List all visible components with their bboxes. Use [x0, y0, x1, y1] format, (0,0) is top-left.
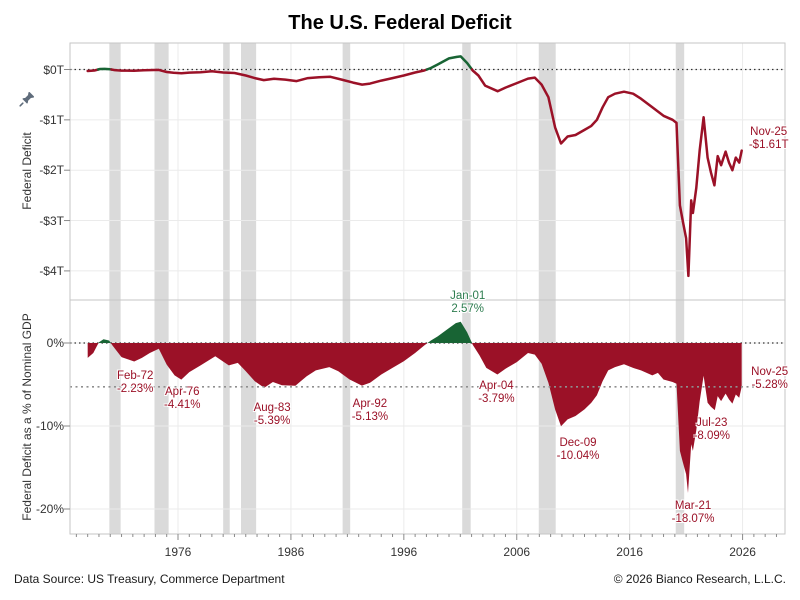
annotation-value: -4.41%	[164, 398, 201, 411]
annotation-date: Jul-23	[696, 417, 728, 430]
federal-deficit-line	[86, 68, 100, 73]
recession-band	[342, 43, 351, 534]
y-tick-label: -$3T	[39, 213, 64, 228]
annotation: Jan-01 2.57%	[450, 290, 485, 316]
federal-deficit-line	[110, 68, 429, 86]
footer-copyright: © 2026 Bianco Research, L.L.C.	[613, 572, 786, 586]
recession-band	[675, 43, 685, 534]
x-tick-label: 2026	[729, 545, 756, 559]
annotation: Nov-25 -$1.61T	[749, 126, 789, 152]
deficit-pct-gdp-area	[98, 339, 111, 343]
annotation: Jul-23 -8.09%	[694, 417, 730, 443]
federal-deficit-line	[470, 68, 743, 278]
footer-data-source: Data Source: US Treasury, Commerce Depar…	[14, 572, 285, 586]
y-tick-label: -$4T	[39, 263, 64, 278]
recession-band	[538, 43, 556, 534]
annotation-date: Apr-76	[165, 385, 200, 398]
annotation-value: -3.79%	[478, 393, 515, 406]
x-tick-label: 1976	[164, 545, 192, 559]
x-tick-label: 2016	[616, 545, 643, 559]
annotation: Apr-76 -4.41%	[164, 386, 200, 412]
y-tick-label: 0%	[46, 336, 64, 350]
annotation-value: -5.13%	[351, 410, 389, 423]
annotation-date: Aug-83	[253, 401, 291, 414]
annotation-value: -2.23%	[116, 382, 154, 395]
annotation-value: -8.09%	[693, 430, 731, 443]
annotation-value: -$1.61T	[748, 138, 789, 151]
annotation: Nov-25 -5.28%	[751, 366, 788, 392]
deficit-pct-gdp-area	[427, 321, 472, 343]
y-tick-label: -10%	[35, 419, 64, 433]
annotation-value: -10.04%	[556, 450, 600, 463]
annotation: Aug-83 -5.39%	[254, 402, 291, 428]
x-tick-label: 1996	[390, 545, 418, 559]
annotation: Feb-72 -2.23%	[117, 370, 153, 396]
pushpin-icon	[19, 91, 35, 107]
annotation-date: Nov-25	[751, 365, 789, 378]
annotation-value: -5.39%	[253, 414, 291, 427]
annotation: Mar-21 -18.07%	[672, 500, 715, 526]
annotation-date: Feb-72	[116, 369, 154, 382]
bottom-pane-border	[69, 299, 786, 535]
annotation-value: -5.28%	[751, 378, 788, 391]
recession-band	[154, 43, 169, 534]
x-tick-label: 1986	[277, 545, 305, 559]
y-tick-label: -$2T	[39, 163, 64, 178]
federal-deficit-line	[425, 55, 474, 71]
recession-band	[109, 43, 121, 534]
deficit-pct-gdp-area	[87, 343, 99, 358]
deficit-pct-gdp-area	[110, 343, 428, 388]
recession-band	[223, 43, 230, 534]
annotation: Dec-09 -10.04%	[557, 437, 600, 463]
annotation-date: Apr-92	[352, 397, 388, 410]
federal-deficit-line	[96, 67, 113, 71]
annotation-date: Jan-01	[450, 289, 486, 302]
chart-title: The U.S. Federal Deficit	[288, 12, 512, 34]
annotation-date: Dec-09	[559, 437, 597, 450]
y-tick-label: $0T	[43, 62, 64, 77]
annotation: Apr-04 -3.79%	[478, 380, 514, 406]
annotation-value: -18.07%	[671, 512, 715, 525]
recession-band	[241, 43, 257, 534]
annotation: Apr-92 -5.13%	[352, 398, 388, 424]
deficit-pct-gdp-area	[471, 343, 742, 493]
annotation-date: Apr-04	[479, 380, 514, 393]
annotation-value: 2.57%	[451, 302, 485, 315]
annotation-date: Nov-25	[750, 125, 788, 138]
y-tick-label: -20%	[35, 502, 64, 516]
y-tick-label: -$1T	[39, 112, 64, 127]
annotation-date: Mar-21	[674, 499, 712, 512]
x-tick-label: 2006	[503, 545, 531, 559]
recession-band	[462, 43, 471, 534]
